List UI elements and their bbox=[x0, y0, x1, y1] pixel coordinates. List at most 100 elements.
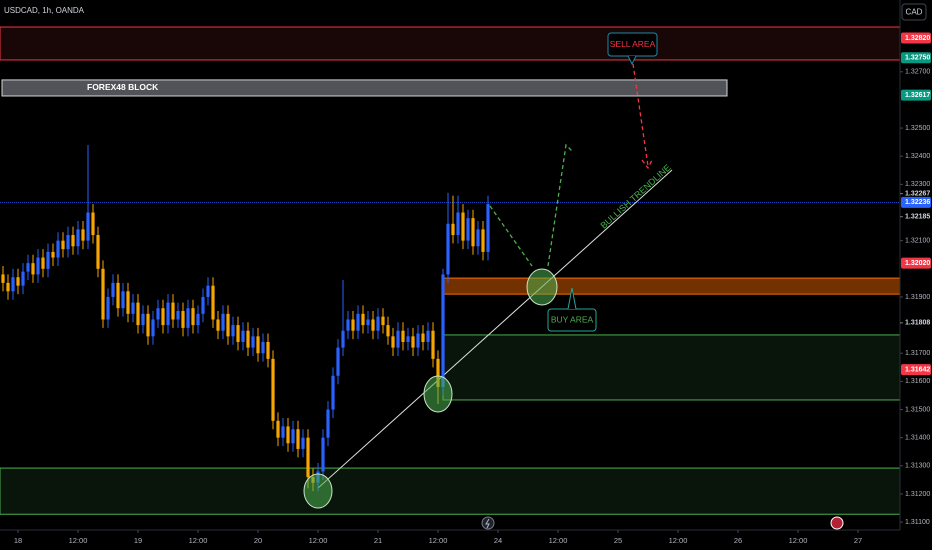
x-tick-label: 12:00 bbox=[309, 536, 328, 545]
candle-body bbox=[386, 325, 390, 337]
candle-body bbox=[281, 426, 285, 438]
candle-body bbox=[106, 296, 110, 320]
candle-body bbox=[266, 341, 270, 359]
candle-body bbox=[341, 330, 345, 348]
candle-body bbox=[166, 302, 170, 326]
candle-body bbox=[46, 251, 50, 269]
candle-body bbox=[16, 277, 20, 286]
candle-body bbox=[131, 302, 135, 314]
price-label-box bbox=[901, 52, 931, 64]
candle-body bbox=[21, 271, 25, 286]
candle-body bbox=[101, 268, 105, 320]
x-tick-label: 12:00 bbox=[789, 536, 808, 545]
x-tick-label: 12:00 bbox=[69, 536, 88, 545]
candle-body bbox=[321, 437, 325, 472]
highlight-circle bbox=[423, 375, 453, 413]
candle-body bbox=[231, 325, 235, 337]
candle-body bbox=[6, 282, 10, 292]
candle-body bbox=[136, 302, 140, 326]
candle-body bbox=[486, 204, 490, 252]
candle-body bbox=[406, 336, 410, 342]
candle-body bbox=[121, 291, 125, 309]
x-tick-label: 19 bbox=[134, 536, 142, 545]
candle-body bbox=[201, 296, 205, 314]
price-label: 1.32617 bbox=[905, 92, 930, 99]
y-tick-label: 1.32500 bbox=[905, 125, 930, 132]
candle-body bbox=[236, 325, 240, 342]
price-label-box bbox=[901, 196, 931, 208]
event-icon[interactable] bbox=[481, 516, 495, 530]
candle-body bbox=[326, 409, 330, 438]
candle-body bbox=[396, 330, 400, 348]
callout-pointer bbox=[627, 55, 637, 66]
candle-body bbox=[66, 235, 70, 250]
trendline bbox=[317, 169, 673, 489]
candle-body bbox=[376, 316, 380, 331]
y-tick-label: 1.32300 bbox=[905, 181, 930, 188]
price-label-box bbox=[901, 89, 931, 101]
candle-body bbox=[111, 282, 115, 297]
candle-body bbox=[146, 313, 150, 337]
candle-body bbox=[176, 311, 180, 320]
zone bbox=[442, 277, 901, 295]
candle-body bbox=[91, 212, 95, 236]
candle-body bbox=[86, 212, 90, 241]
candle-body bbox=[301, 437, 305, 449]
candle-body bbox=[251, 336, 255, 348]
candle-body bbox=[1, 274, 5, 283]
sell-arrow bbox=[631, 56, 653, 170]
candle-body bbox=[261, 341, 265, 354]
candle-body bbox=[441, 274, 445, 388]
candle-body bbox=[246, 330, 250, 348]
price-label: 1.31642 bbox=[905, 366, 930, 373]
y-tick-label: 1.31900 bbox=[905, 294, 930, 301]
x-tick-label: 24 bbox=[494, 536, 502, 545]
candle-body bbox=[451, 223, 455, 236]
y-tick-label: 1.31100 bbox=[905, 519, 930, 526]
price-label: 1.31808 bbox=[905, 320, 930, 327]
candle-body bbox=[256, 336, 260, 354]
candle-body bbox=[436, 358, 440, 388]
candle-body bbox=[206, 285, 210, 297]
candle-body bbox=[71, 235, 75, 247]
candle-body bbox=[431, 330, 435, 359]
price-label: 1.32185 bbox=[905, 214, 930, 221]
candle-body bbox=[51, 251, 55, 258]
candle-body bbox=[31, 263, 35, 275]
candle-body bbox=[401, 330, 405, 342]
candle-body bbox=[211, 285, 215, 320]
candle-body bbox=[36, 257, 40, 275]
x-tick-label: 27 bbox=[854, 536, 862, 545]
price-label-box bbox=[901, 257, 931, 269]
zone bbox=[442, 334, 901, 401]
candle-body bbox=[126, 291, 130, 314]
candle-body bbox=[296, 429, 300, 449]
candle-body bbox=[191, 308, 195, 326]
candle-body bbox=[446, 223, 450, 275]
candle-body bbox=[26, 263, 30, 272]
y-tick-label: 1.31600 bbox=[905, 378, 930, 385]
candle-body bbox=[476, 229, 480, 247]
currency-button[interactable] bbox=[901, 3, 927, 21]
sell-area-label: SELL AREA bbox=[610, 39, 656, 49]
candle-body bbox=[271, 358, 275, 421]
candle-body bbox=[196, 313, 200, 326]
price-label: 1.32020 bbox=[905, 260, 930, 267]
candle-body bbox=[391, 336, 395, 348]
candle-body bbox=[421, 333, 425, 342]
price-label-box bbox=[901, 32, 931, 44]
price-label: 1.32267 bbox=[905, 190, 930, 197]
candle-body bbox=[416, 333, 420, 348]
candle-body bbox=[216, 319, 220, 331]
candle-body bbox=[361, 313, 365, 326]
y-tick-label: 1.31500 bbox=[905, 406, 930, 413]
y-tick-label: 1.32100 bbox=[905, 237, 930, 244]
y-tick-label: 1.31200 bbox=[905, 491, 930, 498]
candle-body bbox=[76, 229, 80, 247]
x-tick-label: 20 bbox=[254, 536, 262, 545]
candle-body bbox=[141, 313, 145, 326]
candle-body bbox=[331, 375, 335, 410]
flag-icon[interactable] bbox=[830, 516, 844, 530]
candle-body bbox=[481, 229, 485, 252]
